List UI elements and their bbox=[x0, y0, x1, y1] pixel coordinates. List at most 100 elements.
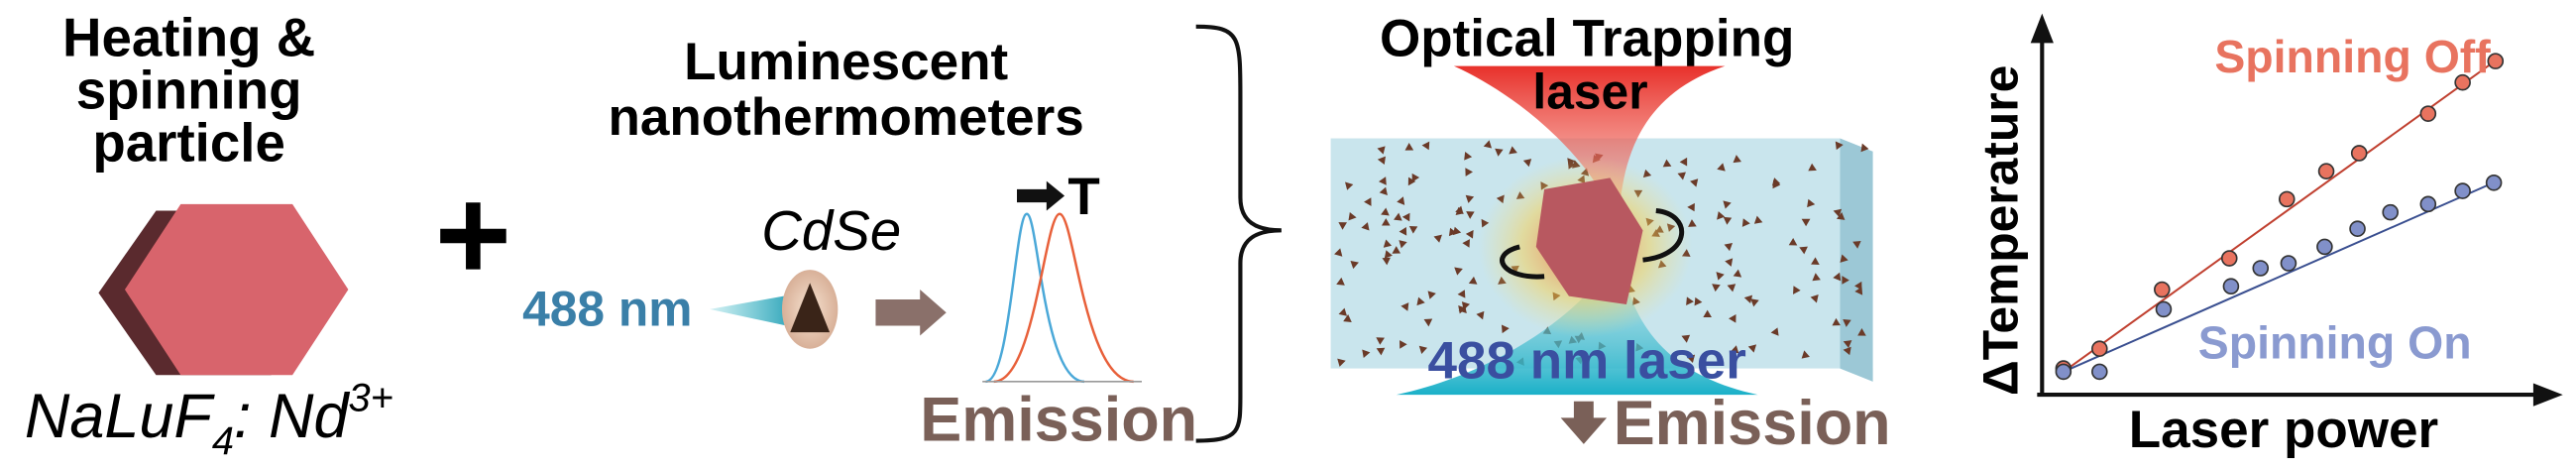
nanoparticle bbox=[1681, 334, 1691, 343]
legend-off: Spinning Off bbox=[2214, 31, 2491, 82]
top-laser: laser bbox=[1532, 64, 1647, 120]
nanoparticle bbox=[1854, 287, 1863, 295]
nanoparticle bbox=[1334, 248, 1343, 257]
thermometer-panel: Luminescent nanothermometers CdSe 488 nm… bbox=[522, 24, 1282, 455]
nanoparticle bbox=[1408, 226, 1418, 234]
nanoparticle bbox=[1750, 298, 1759, 307]
nanoparticle bbox=[1835, 141, 1844, 151]
nanoparticle bbox=[1378, 176, 1387, 185]
nanoparticle bbox=[1400, 340, 1407, 349]
nanoparticle bbox=[1501, 324, 1510, 334]
point-on bbox=[2419, 195, 2437, 213]
nanoparticle bbox=[1376, 337, 1385, 345]
nanoparticle bbox=[1465, 194, 1475, 203]
trap-title: Optical Trapping bbox=[1380, 10, 1794, 68]
nanoparticle bbox=[1727, 284, 1736, 293]
nanoparticle bbox=[1399, 227, 1407, 236]
nanoparticle bbox=[1747, 344, 1757, 353]
point-off bbox=[2487, 53, 2505, 69]
nanoparticle bbox=[1483, 140, 1493, 149]
nanoparticle bbox=[1455, 206, 1464, 215]
red-laser bbox=[1453, 65, 1726, 247]
nanoparticle bbox=[1466, 211, 1475, 219]
point-off bbox=[2278, 190, 2296, 208]
output: Emission bbox=[920, 386, 1197, 455]
nanoparticle bbox=[1770, 327, 1779, 336]
nanoparticle bbox=[1723, 216, 1733, 225]
plot-panel: Spinning Off Spinning On ΔTemperature La… bbox=[1972, 13, 2563, 459]
quantum-dot-core bbox=[790, 283, 831, 333]
nanoparticle bbox=[1336, 277, 1345, 286]
nanoparticle bbox=[1383, 239, 1393, 248]
x-label: Laser power bbox=[2129, 401, 2438, 459]
point-off bbox=[2154, 281, 2171, 298]
nanoparticle bbox=[1741, 218, 1750, 227]
nanoparticle bbox=[1686, 354, 1696, 363]
nanoparticle bbox=[1860, 143, 1869, 153]
brace bbox=[1195, 24, 1282, 443]
nanoparticle bbox=[1394, 212, 1402, 221]
nanoparticle bbox=[1688, 219, 1697, 227]
point-on bbox=[2155, 300, 2173, 318]
nanoparticle bbox=[1337, 358, 1346, 367]
point-on bbox=[2454, 182, 2471, 199]
nanoparticle bbox=[1454, 267, 1463, 276]
nanoparticle bbox=[1350, 261, 1359, 270]
nanoparticle bbox=[1377, 146, 1386, 155]
nanoparticle bbox=[1343, 314, 1352, 323]
nanoparticle bbox=[1464, 151, 1473, 161]
hexagon bbox=[124, 203, 349, 376]
nanoparticle bbox=[1723, 200, 1732, 209]
nanoparticle bbox=[1801, 218, 1811, 227]
excitation: 488 nm bbox=[522, 281, 692, 336]
nanoparticle bbox=[1843, 340, 1852, 349]
title-line: Luminescent bbox=[684, 33, 1008, 91]
nanoparticle bbox=[1401, 212, 1410, 222]
nanoparticle bbox=[1743, 294, 1753, 303]
nanoparticle bbox=[1468, 276, 1478, 285]
nanoparticle bbox=[1461, 301, 1470, 310]
arrow bbox=[875, 290, 947, 336]
nanoparticle bbox=[1717, 211, 1726, 220]
point-off bbox=[2454, 73, 2471, 91]
nanoparticle bbox=[1416, 296, 1425, 306]
nanoparticle bbox=[1427, 291, 1436, 299]
nanoparticle bbox=[1423, 318, 1433, 327]
nanoparticle bbox=[1509, 146, 1517, 155]
point-on bbox=[2091, 363, 2108, 381]
emission-arrow bbox=[1560, 401, 1608, 444]
point-on bbox=[2252, 260, 2270, 277]
nanoparticle bbox=[1376, 347, 1386, 356]
nanoparticle bbox=[1725, 258, 1734, 267]
point-off bbox=[2091, 340, 2108, 357]
nanoparticle bbox=[1382, 257, 1391, 266]
nanoparticle bbox=[1345, 181, 1354, 190]
nanoparticle bbox=[1793, 286, 1801, 294]
title-line: nanothermometers bbox=[608, 88, 1083, 147]
nanoparticle bbox=[1832, 317, 1841, 326]
nanoparticle bbox=[1811, 257, 1820, 265]
nanoparticle bbox=[1810, 293, 1819, 303]
nanoparticle bbox=[1842, 276, 1849, 285]
rotation-arrow bbox=[1642, 207, 1684, 263]
nanoparticle bbox=[1452, 226, 1462, 236]
nanoparticle bbox=[1411, 173, 1420, 182]
title-line: Heating & bbox=[62, 7, 315, 68]
nanoparticle bbox=[1812, 273, 1821, 282]
nanoparticle bbox=[1843, 319, 1851, 327]
nanoparticle bbox=[1465, 230, 1474, 239]
nanoparticle bbox=[1731, 345, 1739, 354]
nanoparticle bbox=[1381, 207, 1390, 216]
nanoparticle bbox=[1361, 222, 1370, 231]
nanoparticle bbox=[1381, 218, 1391, 226]
nanoparticle bbox=[1448, 227, 1457, 237]
beam bbox=[710, 293, 802, 329]
nanoparticle bbox=[1788, 237, 1798, 246]
point-on bbox=[2316, 238, 2333, 256]
point-off bbox=[2350, 145, 2368, 162]
nanoparticle bbox=[1662, 159, 1672, 168]
nanoparticle bbox=[1694, 296, 1703, 306]
title-line: spinning bbox=[76, 59, 302, 121]
plus: + bbox=[435, 162, 511, 308]
